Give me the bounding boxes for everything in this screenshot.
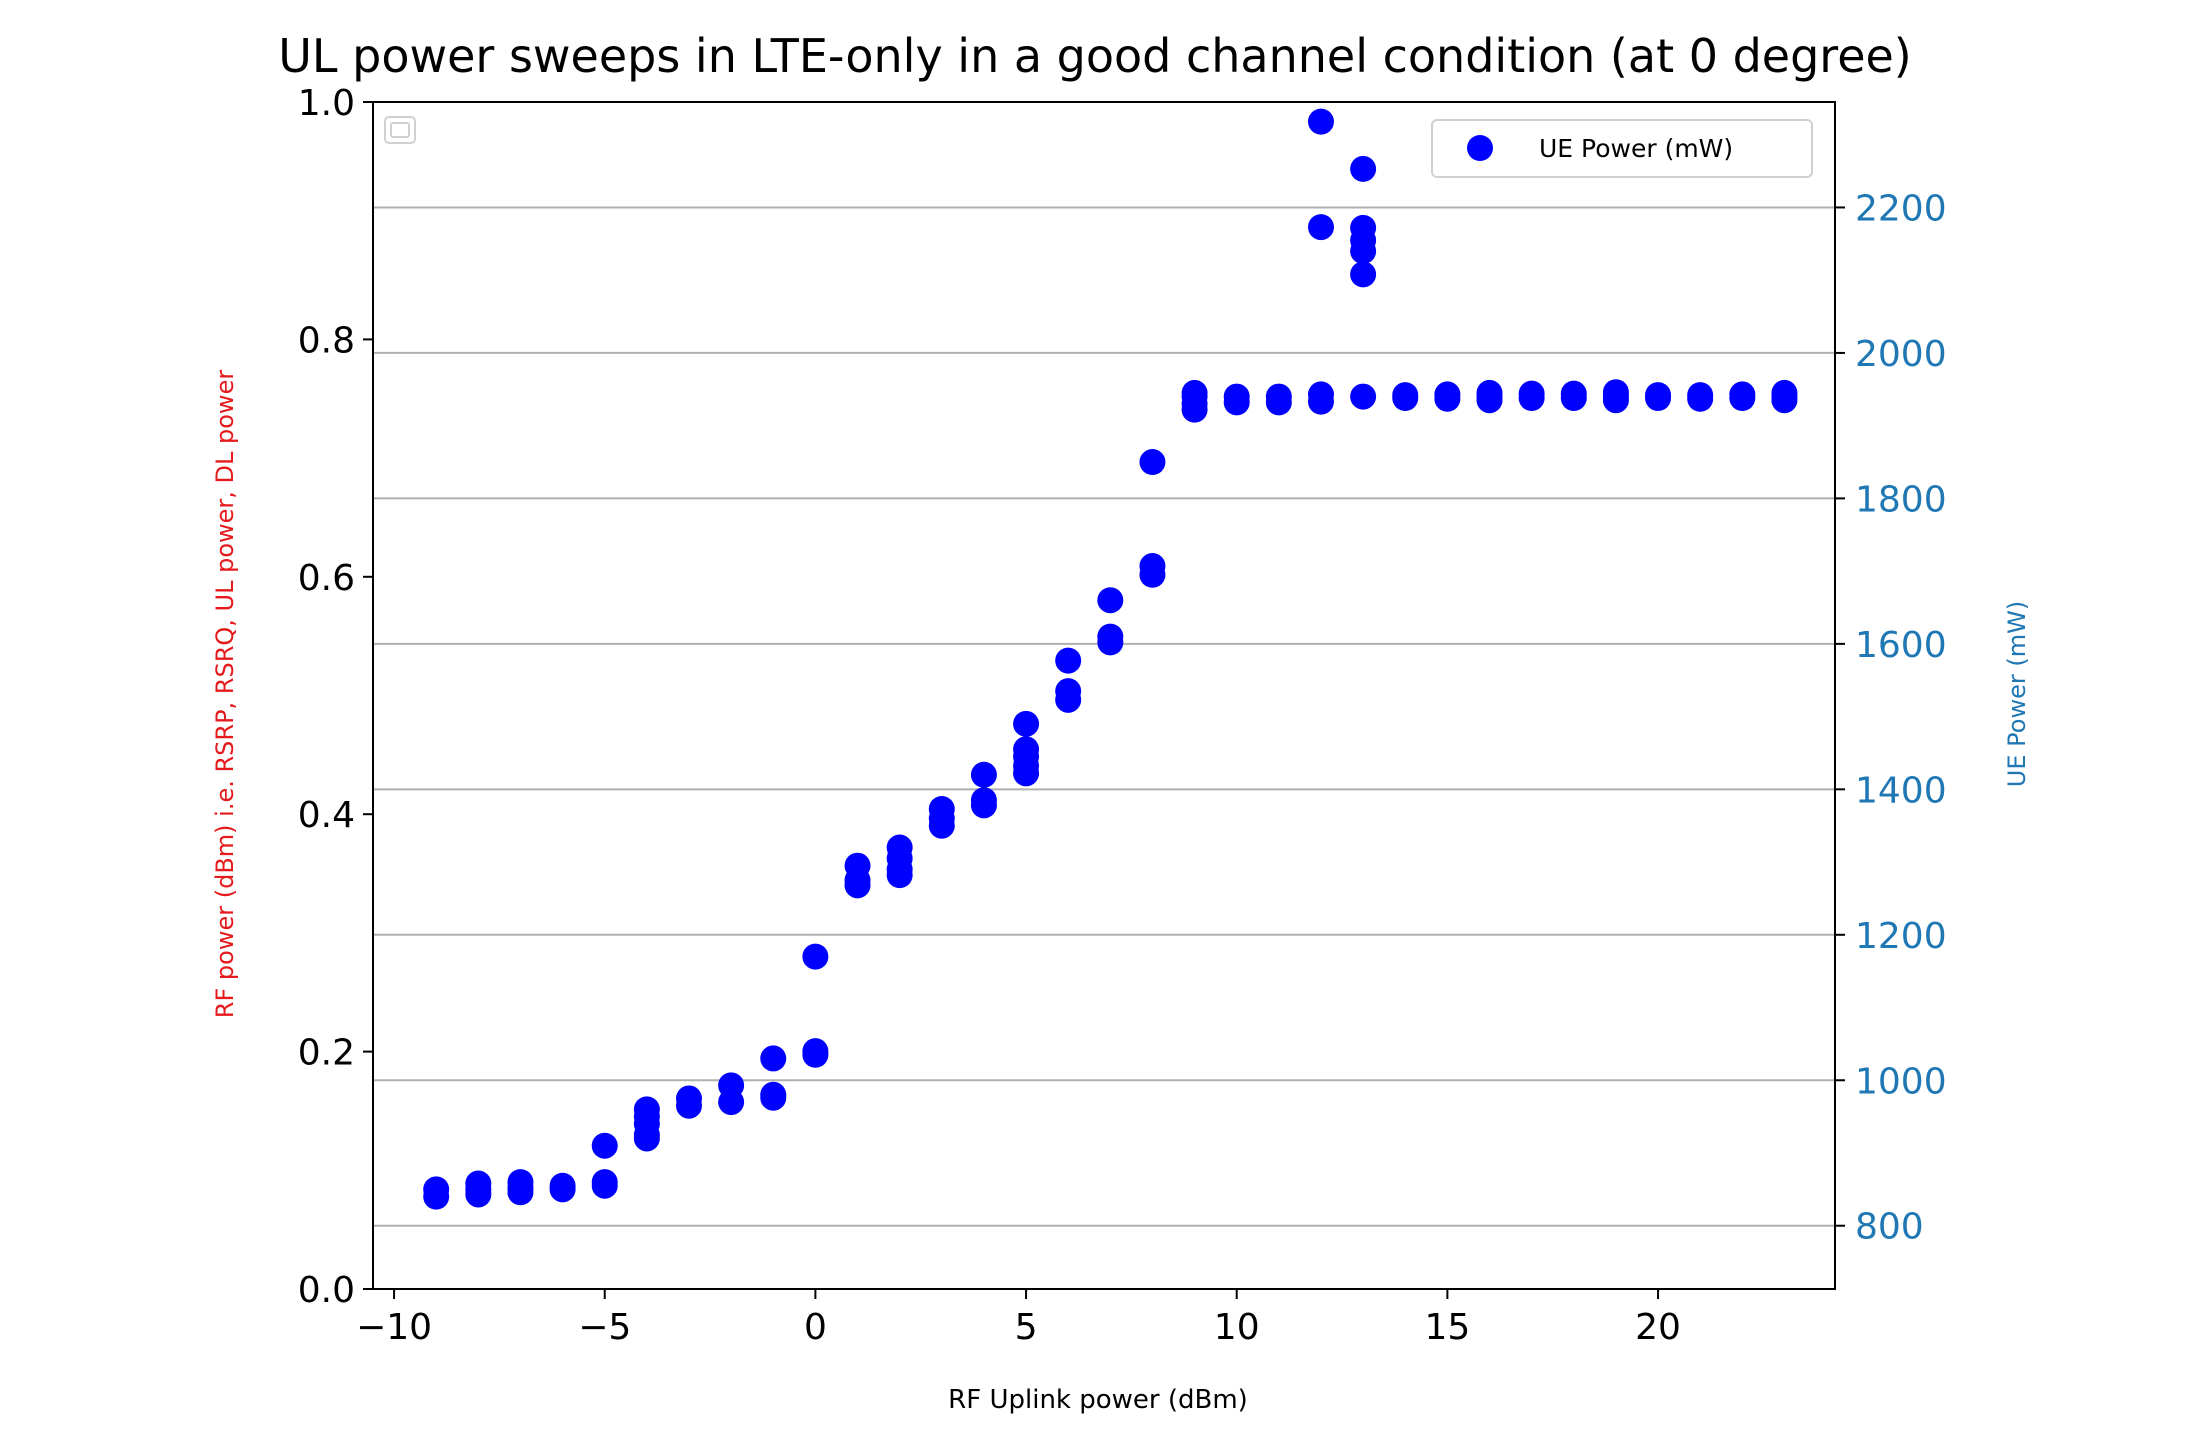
data-point — [675, 1092, 702, 1119]
data-point — [465, 1181, 492, 1208]
y-right-tick-label: 1400 — [1855, 770, 1947, 811]
data-point — [1392, 385, 1419, 412]
y-left-tick-label: 0.0 — [298, 1270, 355, 1311]
y-axis-right-label: UE Power (mW) — [2003, 601, 2031, 787]
data-point — [1518, 385, 1545, 412]
data-point — [1434, 385, 1461, 412]
legend-left-frame — [384, 116, 416, 144]
data-point — [886, 862, 913, 889]
y-right-tick-label: 1800 — [1855, 479, 1947, 520]
data-point — [633, 1125, 660, 1152]
y-axis-left-label: RF power (dBm) i.e. RSRP, RSRQ, UL power… — [211, 370, 239, 1019]
y-axis-right-ticks: 800 1000 1200 1400 1600 1800 2000 2200 — [1835, 188, 1947, 1248]
data-point — [1560, 385, 1587, 412]
data-point — [1350, 155, 1377, 182]
legend-marker — [1467, 135, 1493, 161]
points-layer — [423, 108, 1798, 1210]
data-point — [1729, 385, 1756, 412]
data-point — [1097, 587, 1124, 614]
y-right-tick-label: 2200 — [1855, 188, 1947, 229]
x-tick-label: 15 — [1424, 1307, 1470, 1348]
data-point — [1055, 686, 1082, 713]
y-left-tick-label: 0.8 — [298, 320, 355, 361]
data-point — [423, 1183, 450, 1210]
legend-right: UE Power (mW) — [1431, 119, 1813, 178]
x-tick-label: −10 — [356, 1307, 432, 1348]
data-point — [718, 1089, 745, 1116]
data-point — [760, 1045, 787, 1072]
data-point — [1602, 387, 1629, 414]
data-point — [1350, 383, 1377, 410]
data-point — [1013, 760, 1040, 787]
data-point — [1687, 385, 1714, 412]
y-right-tick-label: 800 — [1855, 1207, 1924, 1248]
x-axis-label: RF Uplink power (dBm) — [948, 1385, 1248, 1415]
data-point — [1139, 561, 1166, 588]
legend-left-empty-box — [390, 122, 410, 138]
y-axis-left-ticks: 0.0 0.2 0.4 0.6 0.8 1.0 — [298, 83, 373, 1311]
data-point — [1771, 387, 1798, 414]
data-point — [1307, 388, 1334, 415]
data-point — [970, 761, 997, 788]
y-right-tick-label: 1000 — [1855, 1061, 1947, 1102]
legend-left — [384, 116, 416, 144]
data-point — [591, 1132, 618, 1159]
y-right-tick-label: 1200 — [1855, 916, 1947, 957]
data-point — [1139, 449, 1166, 476]
data-point — [549, 1176, 576, 1203]
data-point — [1223, 389, 1250, 416]
legend-entry-ue-power: UE Power (mW) — [1539, 134, 1733, 163]
plot-frame — [372, 101, 1836, 1290]
x-tick-label: −5 — [578, 1307, 631, 1348]
chart-title: UL power sweeps in LTE-only in a good ch… — [278, 29, 1912, 83]
y-left-tick-label: 0.2 — [298, 1033, 355, 1074]
y-right-tick-label: 1600 — [1855, 625, 1947, 666]
data-point — [1645, 385, 1672, 412]
data-point — [802, 1041, 829, 1068]
data-point — [591, 1172, 618, 1199]
data-point — [844, 872, 871, 899]
data-point — [1097, 629, 1124, 656]
data-point — [1350, 238, 1377, 265]
data-point — [1307, 108, 1334, 135]
data-point — [1265, 389, 1292, 416]
y-right-tick-label: 2000 — [1855, 334, 1947, 375]
gridlines — [373, 206, 1835, 1227]
data-point — [970, 792, 997, 819]
data-point — [1181, 396, 1208, 423]
y-left-tick-label: 0.6 — [298, 558, 355, 599]
x-tick-label: 5 — [1015, 1307, 1038, 1348]
data-point — [928, 812, 955, 839]
x-tick-label: 10 — [1214, 1307, 1260, 1348]
x-axis-ticks: −10 −5 0 5 10 15 20 — [356, 1289, 1681, 1348]
y-left-tick-label: 0.4 — [298, 795, 355, 836]
data-point — [1013, 710, 1040, 737]
x-tick-label: 20 — [1635, 1307, 1681, 1348]
data-point — [1350, 261, 1377, 288]
y-left-tick-label: 1.0 — [298, 83, 355, 124]
data-point — [1055, 647, 1082, 674]
data-point — [802, 943, 829, 970]
data-point — [1307, 214, 1334, 241]
data-point — [507, 1179, 534, 1206]
data-point — [1476, 387, 1503, 414]
x-tick-label: 0 — [804, 1307, 827, 1348]
legend-right-frame — [1431, 119, 1813, 178]
data-point — [760, 1084, 787, 1111]
